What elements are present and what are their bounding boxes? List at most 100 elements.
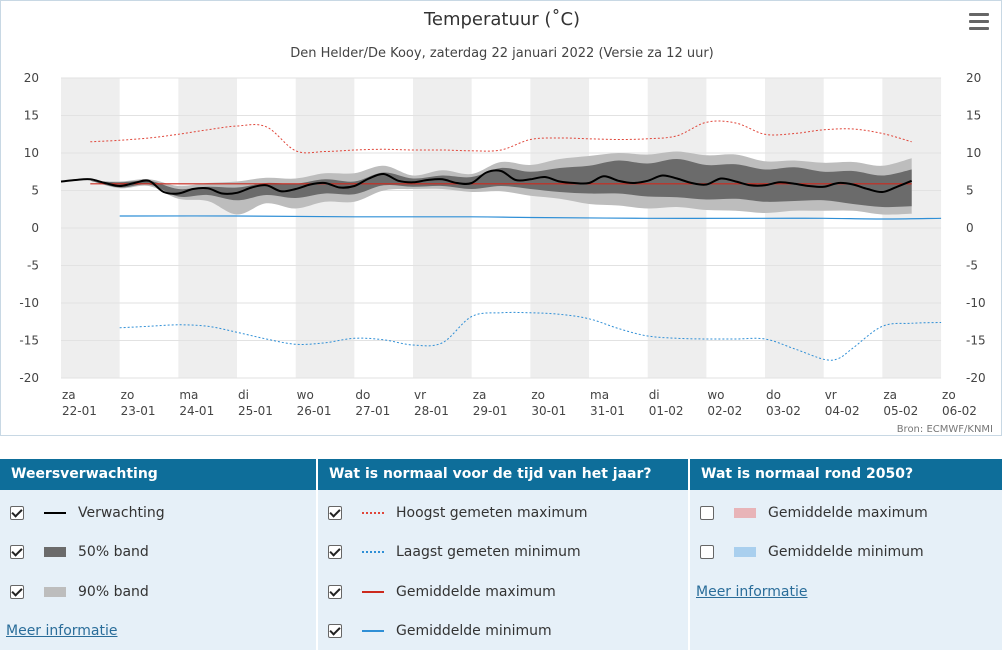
swatch-2050-maximum [734,508,756,518]
series-laagst-minimum [119,311,942,361]
checkbox-gemiddelde-minimum[interactable] [328,624,342,638]
ytick-left--10: -10 [19,296,39,310]
legend-label-laagst-minimum: Laagst gemeten minimum [396,544,581,560]
legend-column-normal: Wat is normaal voor de tijd van het jaar… [316,459,688,650]
xtick-day-23-01: zo [121,388,135,402]
temperature-chart: 20 20 15 15 10 10 5 5 0 0 -5 -5 -10 -10 -15 -15 -20 -20 za… [0,0,1002,436]
xtick-date-24-01: 24-01 [179,404,214,418]
legend-label-2050-minimum: Gemiddelde minimum [768,544,924,560]
xtick-day-05-02: za [883,388,897,402]
xtick-day-27-01: do [355,388,370,402]
checkbox-2050-maximum[interactable] [700,506,714,520]
xtick-day-31-01: ma [590,388,609,402]
checkbox-verwachting[interactable] [10,506,24,520]
legend-item-hoogst-maximum[interactable]: Hoogst gemeten maximum [318,503,588,523]
xtick-date-05-02: 05-02 [883,404,918,418]
xtick-date-30-01: 30-01 [531,404,566,418]
xtick-day-28-01: vr [414,388,426,402]
xtick-date-28-01: 28-01 [414,404,449,418]
series-hoogst-maximum [90,120,912,154]
ytick-left-15: 15 [24,109,39,123]
legend-item-2050-maximum[interactable]: Gemiddelde maximum [690,503,928,523]
hamburger-menu-icon[interactable] [969,13,989,31]
legend-label-hoogst-maximum: Hoogst gemeten maximum [396,505,588,521]
legend-label-band50: 50% band [78,544,149,560]
xtick-day-02-02: wo [707,388,724,402]
xtick-day-29-01: za [473,388,487,402]
legend-item-gemiddelde-minimum[interactable]: Gemiddelde minimum [318,621,552,641]
legend-item-band90[interactable]: 90% band [0,582,149,602]
xtick-day-01-02: di [649,388,660,402]
xtick-date-01-02: 01-02 [649,404,684,418]
xtick-date-26-01: 26-01 [297,404,332,418]
xtick-day-25-01: di [238,388,249,402]
xtick-date-04-02: 04-02 [825,404,860,418]
ytick-right-20: 20 [966,71,981,85]
checkbox-gemiddelde-maximum[interactable] [328,585,342,599]
ytick-left--15: -15 [19,334,39,348]
xtick-day-04-02: vr [825,388,837,402]
checkbox-band90[interactable] [10,585,24,599]
swatch-gemiddelde-minimum [362,630,384,632]
ytick-left--5: -5 [27,259,39,273]
ytick-left-10: 10 [24,146,39,160]
chart-canvas: 20 20 15 15 10 10 5 5 0 0 -5 -5 -10 -10 -15 -15 -20 -20 za… [19,9,993,435]
ytick-right-5: 5 [966,184,974,198]
ytick-right--10: -10 [966,296,986,310]
swatch-band90 [44,587,66,597]
checkbox-2050-minimum[interactable] [700,545,714,559]
series-verwachting [60,169,913,195]
checkbox-band50[interactable] [10,545,24,559]
xtick-day-30-01: zo [531,388,545,402]
xtick-day-03-02: do [766,388,781,402]
ytick-right--20: -20 [966,371,986,385]
legend-item-verwachting[interactable]: Verwachting [0,503,165,523]
xtick-date-31-01: 31-01 [590,404,625,418]
chart-title: Temperatuur (˚C) [423,9,580,30]
swatch-hoogst-maximum [362,512,384,514]
xtick-date-02-02: 02-02 [707,404,742,418]
ytick-right-0: 0 [966,221,974,235]
ytick-right-10: 10 [966,146,981,160]
band-50 [90,158,912,208]
legend-item-band50[interactable]: 50% band [0,542,149,562]
legend-column-forecast: Weersverwachting Verwachting 50% band 90… [0,459,316,650]
checkbox-hoogst-maximum[interactable] [328,506,342,520]
xtick-day-26-01: wo [297,388,314,402]
ytick-left-0: 0 [31,221,39,235]
chart-subtitle: Den Helder/De Kooy, zaterdag 22 januari … [290,46,714,61]
swatch-2050-minimum [734,547,756,557]
meer-informatie-link-2050[interactable]: Meer informatie [696,584,808,600]
swatch-verwachting [44,512,66,514]
ytick-right-15: 15 [966,109,981,123]
legend-panel: Weersverwachting Verwachting 50% band 90… [0,459,1002,650]
meer-informatie-link-forecast[interactable]: Meer informatie [6,623,118,639]
xtick-day-22-01: za [62,388,76,402]
xtick-day-24-01: ma [179,388,198,402]
xtick-date-23-01: 23-01 [121,404,156,418]
swatch-gemiddelde-maximum [362,591,384,593]
legend-item-laagst-minimum[interactable]: Laagst gemeten minimum [318,542,581,562]
legend-label-verwachting: Verwachting [78,505,165,521]
ytick-left--20: -20 [19,371,39,385]
legend-label-gemiddelde-maximum: Gemiddelde maximum [396,584,556,600]
swatch-band50 [44,547,66,557]
swatch-laagst-minimum [362,551,384,553]
legend-label-band90: 90% band [78,584,149,600]
xtick-date-25-01: 25-01 [238,404,273,418]
ytick-right--5: -5 [966,259,978,273]
checkbox-laagst-minimum[interactable] [328,545,342,559]
legend-column-2050: Wat is normaal rond 2050? Gemiddelde max… [688,459,1002,650]
legend-heading-normal: Wat is normaal voor de tijd van het jaar… [318,459,688,490]
legend-item-gemiddelde-maximum[interactable]: Gemiddelde maximum [318,582,556,602]
xtick-day-06-02: zo [942,388,956,402]
legend-item-2050-minimum[interactable]: Gemiddelde minimum [690,542,924,562]
legend-label-gemiddelde-minimum: Gemiddelde minimum [396,623,552,639]
ytick-right--15: -15 [966,334,986,348]
xtick-date-06-02: 06-02 [942,404,977,418]
xtick-date-27-01: 27-01 [355,404,390,418]
series-gemiddelde-minimum [119,215,942,220]
legend-heading-forecast: Weersverwachting [0,459,316,490]
ytick-left-20: 20 [24,71,39,85]
xtick-date-03-02: 03-02 [766,404,801,418]
